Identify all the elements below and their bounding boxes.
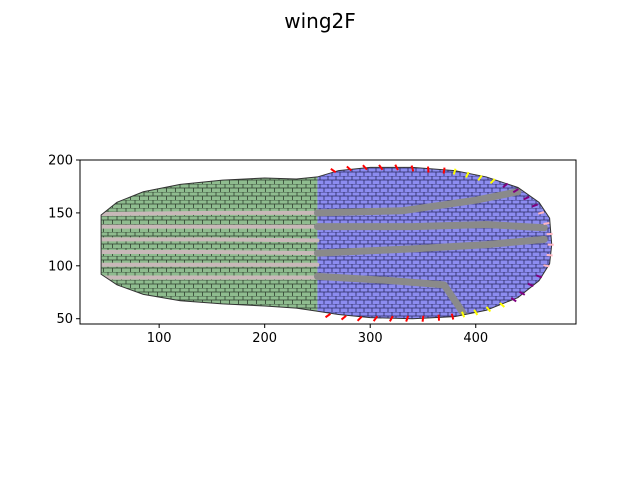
wing-outline	[100, 166, 553, 320]
x-axis: 100 200 300 400	[147, 324, 488, 346]
x-tick-label: 300	[358, 331, 383, 346]
y-tick-label: 150	[48, 206, 73, 221]
vein-l1	[101, 210, 320, 216]
margin-mark	[523, 195, 530, 201]
veins-layer	[101, 188, 548, 319]
margin-marks-pink	[538, 211, 554, 268]
margin-mark	[372, 315, 379, 322]
margin-mark	[527, 282, 534, 287]
vein-l4	[101, 250, 320, 256]
margin-marks-purple	[502, 182, 539, 208]
margin-mark	[477, 174, 483, 182]
y-tick-label: 100	[48, 259, 73, 274]
margin-mark	[362, 164, 368, 171]
margin-mark	[502, 182, 509, 189]
margin-mark	[442, 167, 446, 174]
margin-marks-red	[324, 313, 455, 322]
margin-mark	[531, 203, 539, 208]
margin-marks	[324, 164, 554, 322]
x-tick-label: 400	[463, 331, 488, 346]
vein-v3	[313, 235, 548, 257]
margin-mark	[356, 315, 363, 322]
margin-mark	[538, 211, 545, 215]
x-tick-label: 200	[252, 331, 277, 346]
margin-mark	[324, 313, 332, 319]
margin-mark	[535, 274, 543, 279]
margin-mark	[405, 315, 410, 322]
margin-mark	[450, 313, 455, 320]
margin-mark	[465, 171, 470, 178]
y-tick-label: 200	[48, 154, 73, 169]
vein-l3	[101, 237, 320, 243]
margin-mark	[543, 264, 550, 268]
margin-mark	[473, 309, 479, 316]
chart-title: wing2F	[284, 9, 356, 33]
plot-area	[79, 159, 577, 325]
vein-v2	[313, 221, 548, 232]
margin-mark	[543, 221, 550, 225]
margin-mark	[346, 165, 353, 172]
margin-mark	[394, 164, 399, 171]
margin-marks-red	[330, 164, 446, 174]
margin-mark	[378, 164, 384, 171]
margin-marks-purple	[510, 274, 543, 303]
margin-mark	[452, 168, 457, 175]
margin-mark	[330, 168, 337, 174]
x-tick-label: 100	[147, 331, 172, 346]
margin-mark	[340, 314, 347, 321]
margin-mark	[546, 253, 553, 257]
y-tick-label: 50	[56, 312, 73, 327]
margin-mark	[512, 188, 519, 194]
y-axis: 50 100 150 200	[48, 154, 80, 327]
margin-marks-yellow	[452, 168, 496, 185]
margin-mark	[489, 178, 496, 185]
margin-mark	[461, 311, 466, 318]
margin-mark	[485, 306, 492, 313]
margin-mark	[510, 297, 517, 303]
margin-mark	[499, 302, 506, 308]
axes-border	[79, 159, 577, 325]
vein-v4	[313, 272, 469, 319]
vein-v1	[313, 188, 522, 217]
margin-marks-yellow	[461, 302, 506, 318]
margin-mark	[421, 315, 425, 322]
margin-mark	[388, 315, 394, 322]
margin-mark	[519, 290, 526, 296]
margin-mark	[410, 165, 415, 172]
